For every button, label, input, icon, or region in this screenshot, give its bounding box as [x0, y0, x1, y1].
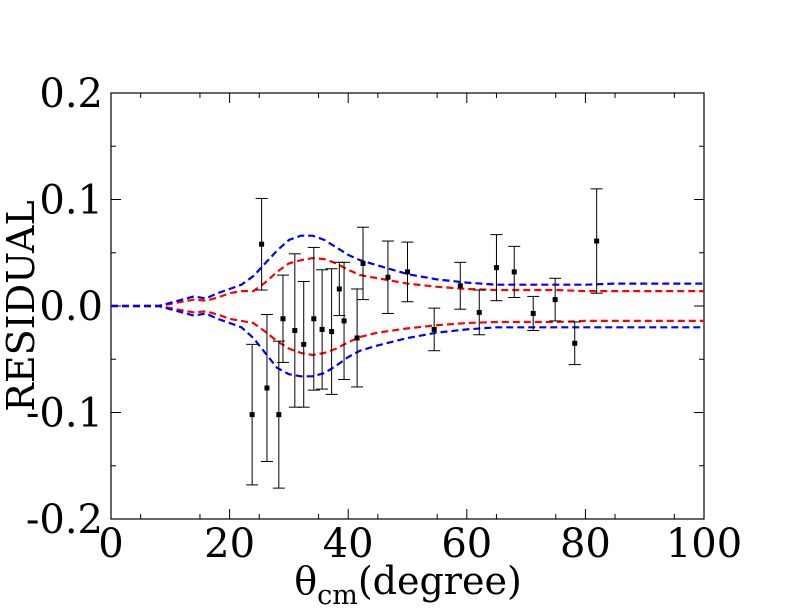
x-axis-title-subscript: cm — [317, 580, 358, 611]
data-point — [280, 316, 286, 322]
data-point — [276, 412, 282, 418]
data-point — [341, 318, 347, 324]
data-point — [311, 316, 317, 322]
y-tick-label: 0.1 — [39, 178, 103, 224]
band-curve-2-lower — [111, 304, 704, 378]
y-tick-label: -0.1 — [26, 391, 103, 437]
data-point — [476, 309, 482, 315]
data-point — [329, 329, 335, 335]
data-point — [405, 269, 410, 275]
data-point — [431, 326, 437, 332]
band-curves — [111, 234, 704, 378]
band-curve-1-lower — [111, 304, 704, 357]
data-point — [572, 340, 578, 346]
data-point — [249, 412, 255, 418]
data-point — [259, 241, 265, 247]
x-tick-label: 80 — [560, 521, 611, 567]
x-tick-label: 0 — [98, 521, 123, 567]
data-points — [249, 238, 600, 418]
x-axis-title: θcm(degree) — [294, 559, 522, 611]
data-point — [385, 274, 391, 280]
data-point — [301, 341, 307, 347]
major-ticks — [110, 92, 705, 520]
x-axis-title-suffix: (degree) — [358, 559, 522, 603]
y-tick-labels: -0.2 -0.1 0.0 0.1 0.2 — [26, 71, 103, 543]
data-point — [493, 265, 499, 271]
x-tick-label: 100 — [666, 521, 742, 567]
y-tick-label: 0.0 — [39, 284, 103, 330]
data-point — [292, 327, 298, 333]
data-point — [594, 238, 600, 244]
error-bars — [246, 188, 603, 489]
x-tick-labels: 0 20 40 60 80 100 — [98, 521, 742, 567]
y-tick-label: 0.2 — [39, 71, 103, 117]
x-tick-label: 40 — [323, 521, 374, 567]
x-tick-label: 60 — [441, 521, 492, 567]
data-point — [264, 385, 270, 391]
data-point — [530, 310, 536, 316]
data-point — [552, 297, 558, 303]
data-point — [360, 260, 366, 266]
x-tick-label: 20 — [204, 521, 255, 567]
x-axis-title-symbol: θ — [294, 559, 317, 603]
data-point — [457, 283, 463, 289]
y-axis-title: RESIDUAL — [0, 200, 43, 411]
y-tick-label: -0.2 — [26, 497, 103, 543]
data-point — [336, 286, 342, 292]
plot-frame — [110, 92, 705, 520]
data-point — [511, 269, 517, 275]
data-point — [319, 326, 325, 332]
data-point — [354, 335, 360, 341]
minor-ticks — [111, 93, 704, 519]
band-curve-1-upper — [111, 256, 704, 308]
